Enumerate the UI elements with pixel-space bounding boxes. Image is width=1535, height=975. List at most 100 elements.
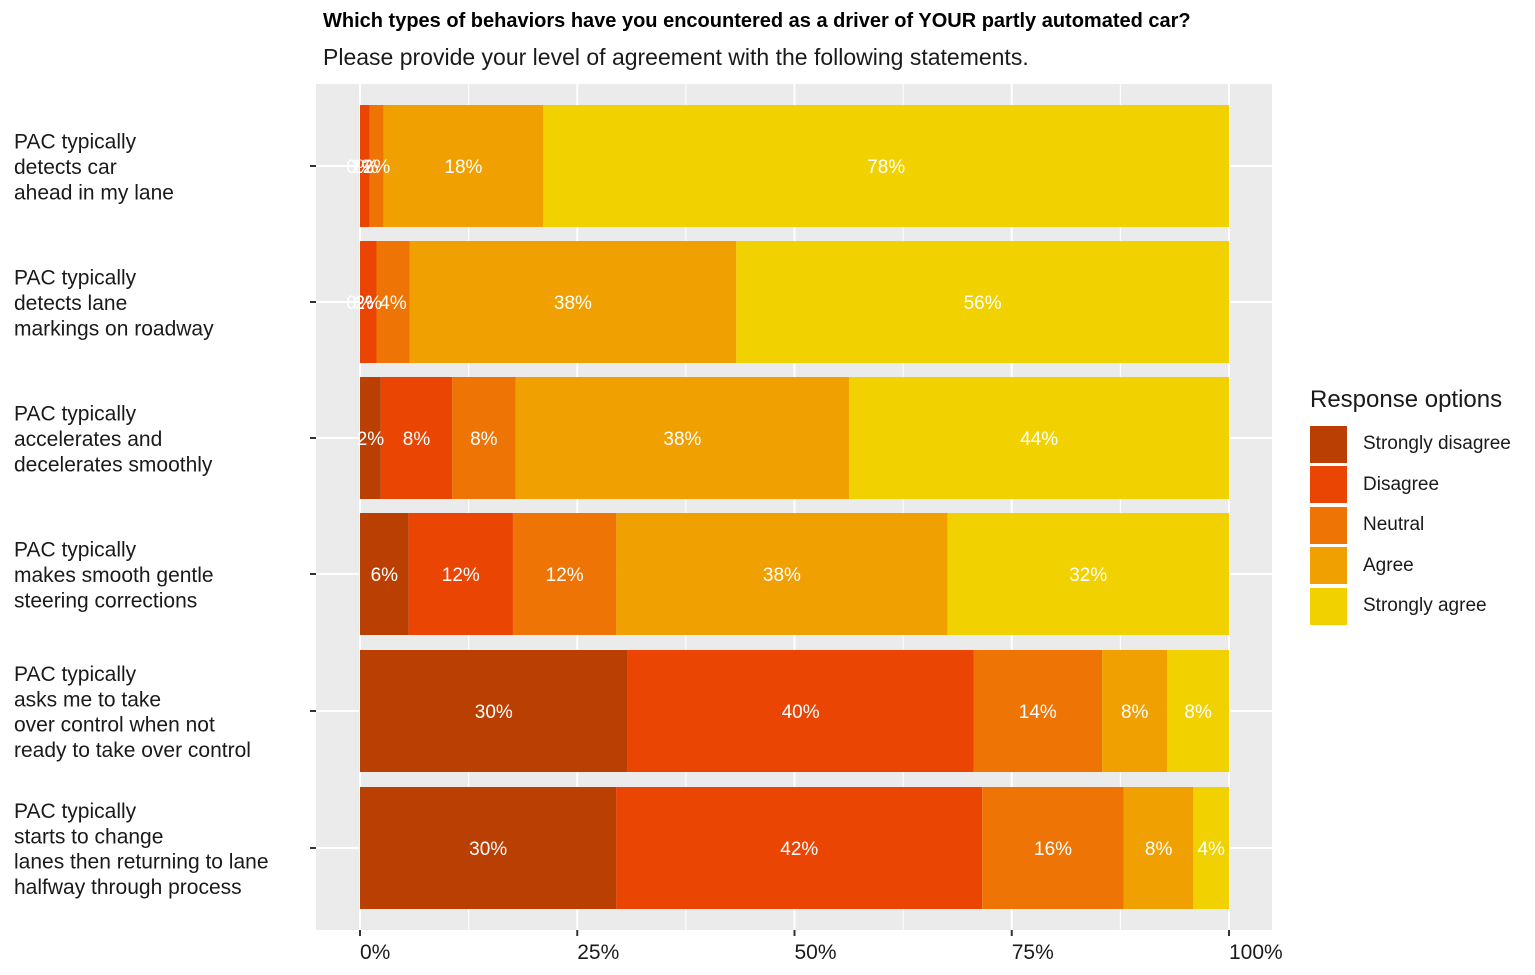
bar-labels: 0%1%2% 18% 78%0%2%4% 38% 56%2% 8% 8% 38% 44%6% 12… (346, 157, 1225, 860)
bar-value-label: 8% (403, 429, 431, 450)
bar-segment (736, 241, 1229, 363)
y-category-label-line: ready to take over control (14, 739, 251, 762)
bar-value-label: 8% (1121, 702, 1149, 723)
bar-value-label: 2% (357, 429, 385, 450)
y-category-label-line: decelerates smoothly (14, 453, 213, 476)
y-category-label-line: accelerates and (14, 428, 162, 451)
bar-segment (616, 787, 983, 909)
y-category-label: PAC typically makes smooth gentle steering… (14, 539, 214, 613)
x-tick-label: 25% (577, 941, 619, 964)
bar-segment (376, 241, 410, 363)
bar-value-label: 38% (663, 429, 701, 450)
y-axis: PAC typically detects car ahead in my lane… (14, 131, 316, 899)
y-category-label-line: PAC typically (14, 663, 137, 686)
legend-title: Response options (1310, 386, 1503, 413)
bars (360, 105, 1229, 909)
y-category-label-line: ahead in my lane (14, 181, 174, 204)
bar-value-label: 12% (442, 565, 480, 586)
y-category-label: PAC typically asks me to take over control… (14, 663, 251, 762)
legend-item: Strongly disagree (1310, 424, 1511, 465)
legend-item: Strongly agree (1310, 586, 1511, 627)
y-category-label-line: PAC typically (14, 267, 137, 290)
x-tick-label: 50% (795, 941, 837, 964)
bar-value-label: 32% (1069, 565, 1107, 586)
bar-segment (982, 787, 1124, 909)
bar-segment (360, 241, 377, 363)
bar-segment (360, 513, 409, 635)
legend-swatch (1310, 547, 1347, 585)
bar-value-label: 4% (1197, 839, 1225, 860)
legend-item: Agree (1310, 546, 1511, 587)
y-category-label-line: markings on roadway (14, 317, 214, 340)
bar-value-label: 30% (469, 839, 507, 860)
bar-value-label: 56% (964, 293, 1002, 314)
legend-label: Strongly agree (1363, 595, 1487, 617)
y-category-label: PAC typically detects lane markings on roa… (14, 267, 214, 341)
bar-value-label: 78% (867, 157, 905, 178)
bar-segment (1102, 650, 1168, 772)
bar-value-label: 8% (1184, 702, 1212, 723)
legend-swatch (1310, 425, 1347, 463)
bar-segment (380, 377, 453, 499)
y-category-label-line: asks me to take (14, 688, 161, 711)
bar-value-label: 14% (1019, 702, 1057, 723)
y-category-label-line: makes smooth gentle (14, 564, 214, 587)
x-tick-label: 100% (1229, 941, 1283, 964)
bar-value-label: 30% (475, 702, 513, 723)
bar-segment (409, 241, 737, 363)
y-category-label-line: detects lane (14, 292, 127, 315)
bar-segment (1167, 650, 1229, 772)
bar-segment (616, 513, 948, 635)
y-category-label-line: PAC typically (14, 131, 137, 154)
bar-value-label: 0% (346, 293, 374, 314)
legend-swatch (1310, 506, 1347, 544)
y-category-label-line: halfway through process (14, 876, 242, 899)
bar-segment (360, 377, 381, 499)
y-category-label-line: steering corrections (14, 589, 197, 612)
x-axis: 0% 25% 50% 75% 100% (359, 930, 1283, 964)
bar-segment (452, 377, 516, 499)
bar-segment (1123, 787, 1194, 909)
y-category-label: PAC typically starts to change lanes then … (14, 800, 269, 899)
bar-segment (947, 513, 1229, 635)
x-tick-label: 0% (360, 941, 390, 964)
bar-value-label: 2% (363, 157, 391, 178)
bar-value-label: 42% (780, 839, 818, 860)
bar-segment (360, 650, 628, 772)
legend-label: Strongly disagree (1363, 433, 1511, 455)
legend-label: Disagree (1363, 473, 1440, 495)
bar-value-label: 2% (355, 293, 383, 314)
bar-segment (360, 787, 617, 909)
bar-segment (369, 105, 384, 227)
bar-value-label: 18% (444, 157, 482, 178)
legend-swatch (1310, 466, 1347, 504)
y-category-label-line: detects car (14, 156, 117, 179)
bar-segment (383, 105, 544, 227)
bar-segment (973, 650, 1103, 772)
legend-item: Neutral (1310, 505, 1511, 546)
bar-value-label: 38% (763, 565, 801, 586)
legend-swatch (1310, 587, 1347, 625)
bar-segment (360, 105, 370, 227)
y-category-label-line: PAC typically (14, 800, 137, 823)
bar-segment (515, 377, 850, 499)
bar-value-label: 6% (371, 565, 399, 586)
legend-label: Agree (1363, 554, 1414, 576)
bar-segment (1193, 787, 1229, 909)
bar-value-label: 16% (1034, 839, 1072, 860)
y-category-label: PAC typically accelerates and decelerates … (14, 403, 213, 477)
bar-segment (512, 513, 617, 635)
bar-value-label: 0% (346, 157, 374, 178)
y-category-label-line: PAC typically (14, 403, 137, 426)
bar-value-label: 4% (379, 293, 407, 314)
bar-segment (627, 650, 974, 772)
y-category-label: PAC typically detects car ahead in my lane (14, 131, 174, 205)
y-category-label-line: PAC typically (14, 539, 137, 562)
bar-value-label: 44% (1020, 429, 1058, 450)
bar-value-label: 38% (554, 293, 592, 314)
bar-value-label: 8% (1145, 839, 1173, 860)
bar-segment (543, 105, 1229, 227)
y-category-label-line: lanes then returning to lane (14, 851, 269, 874)
legend-label: Neutral (1363, 514, 1425, 536)
